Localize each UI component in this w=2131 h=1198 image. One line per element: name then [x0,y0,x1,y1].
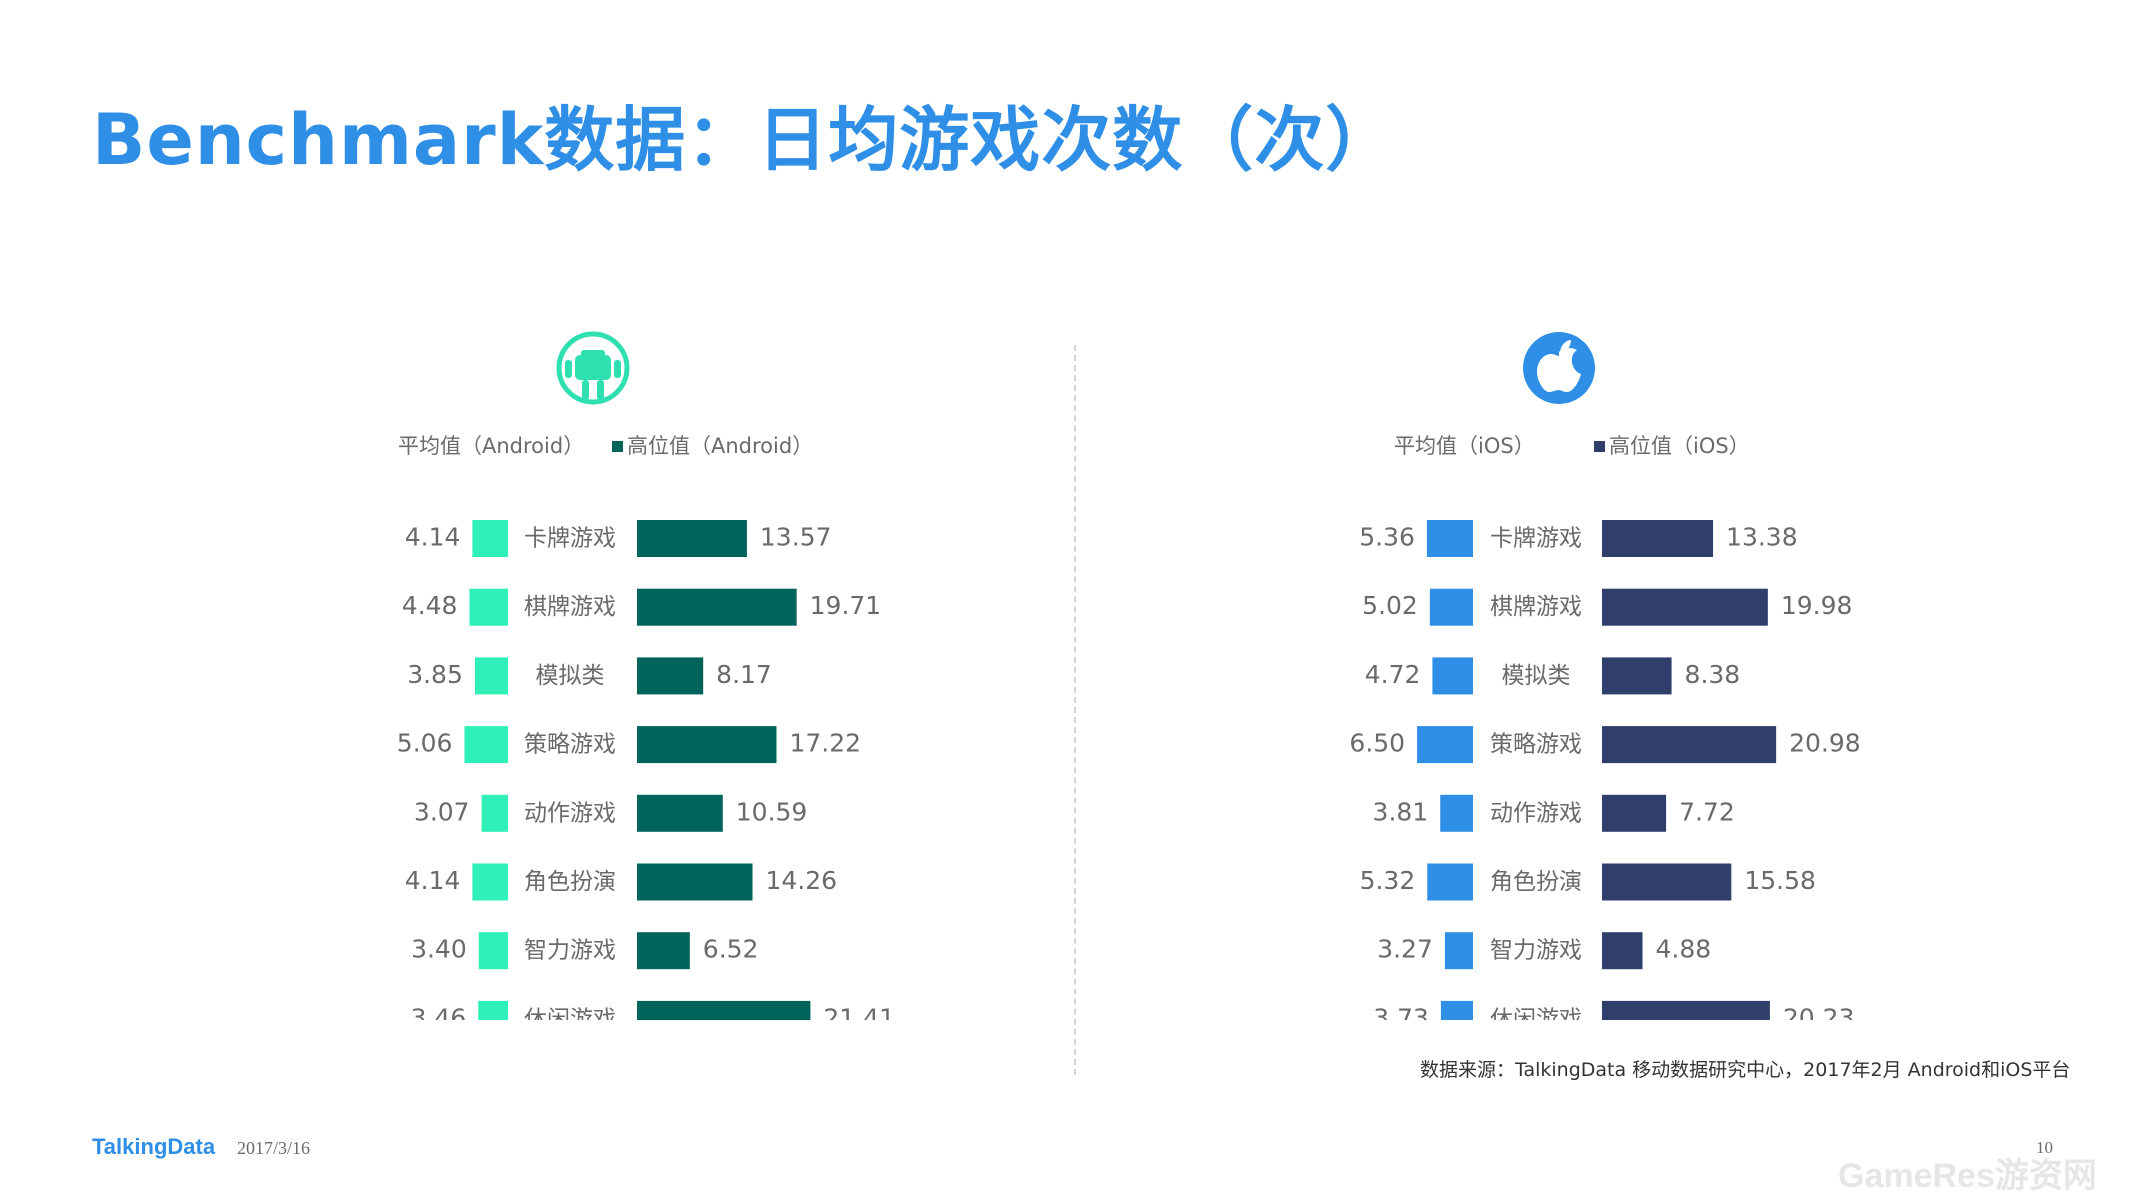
category-label: 休闲游戏 [524,1006,616,1020]
legend-high-ios: 高位值（iOS） [1594,430,1750,460]
average-bar [1444,932,1473,970]
category-label: 休闲游戏 [1490,1006,1582,1020]
high-bar [637,520,747,557]
category-label: 卡牌游戏 [1490,526,1582,552]
high-bar [1602,1000,1770,1020]
category-label: 动作游戏 [1490,800,1582,826]
average-value-label: 3.85 [407,660,463,689]
high-bar [637,588,797,626]
high-bar [637,726,777,764]
high-bar [637,932,690,970]
average-value-label: 3.27 [1377,935,1433,964]
high-bar [637,863,753,901]
average-value-label: 5.02 [1362,591,1418,620]
average-bar [1440,794,1473,832]
high-value-label: 10.59 [736,797,808,826]
high-bar [1602,726,1777,764]
average-value-label: 3.40 [411,935,467,964]
apple-icon [1523,332,1595,404]
average-bar [472,863,508,901]
legend-swatch [1594,441,1605,452]
category-label: 策略游戏 [524,732,616,758]
category-label: 智力游戏 [524,938,616,964]
average-value-label: 3.81 [1373,797,1429,826]
average-value-label: 6.50 [1349,729,1405,758]
high-value-label: 20.98 [1789,729,1861,758]
category-label: 智力游戏 [1490,938,1582,964]
category-label: 策略游戏 [1490,732,1582,758]
average-value-label: 4.72 [1365,660,1421,689]
high-value-label: 13.57 [760,523,832,552]
category-label: 模拟类 [536,663,605,689]
footer-date: 2017/3/16 [237,1138,311,1158]
high-bar [637,657,704,695]
high-bar [1602,932,1643,970]
high-value-label: 8.38 [1685,660,1741,689]
average-bar [464,726,508,764]
talkingdata-logo: TalkingData [92,1134,216,1159]
high-bar [637,794,723,832]
average-bar [481,794,508,832]
high-bar [1602,794,1667,832]
panel-divider [1074,345,1076,1075]
high-value-label: 15.58 [1744,866,1816,895]
average-bar [478,932,508,970]
average-bar [1417,726,1473,764]
legend-high-android: 高位值（Android） [612,430,813,460]
high-value-label: 19.71 [810,591,882,620]
android-panel: 平均值（Android） 高位值（Android） 4.14 卡牌游戏 13.57 4… [0,300,1000,1020]
high-value-label: 17.22 [789,729,861,758]
high-value-label: 21.41 [823,1003,895,1020]
ios-bar-chart: 5.36 卡牌游戏 13.38 5.02 棋牌游戏 19.98 4.72 模拟类 8.38 6.5… [1349,520,1861,1020]
android-icon [556,331,630,405]
high-value-label: 6.52 [703,935,759,964]
category-label: 角色扮演 [524,869,616,895]
average-bar [472,520,508,557]
average-value-label: 4.48 [402,591,458,620]
average-bar [478,1000,508,1020]
watermark: GameRes游资网 [1838,1157,2097,1195]
high-bar [1602,520,1714,557]
category-label: 棋牌游戏 [524,594,616,620]
average-value-label: 4.14 [405,523,461,552]
average-bar [1427,863,1473,901]
category-label: 卡牌游戏 [524,526,616,552]
legend-swatch [612,441,623,452]
high-bar [1602,588,1768,626]
ios-panel: 平均值（iOS） 高位值（iOS） 5.36 卡牌游戏 13.38 5.02 棋牌游戏 1… [966,300,1966,1020]
high-value-label: 4.88 [1656,935,1712,964]
high-value-label: 7.72 [1679,797,1735,826]
data-source-note: 数据来源：TalkingData 移动数据研究中心，2017年2月 Androi… [1420,1059,2071,1081]
android-bar-chart: 4.14 卡牌游戏 13.57 4.48 棋牌游戏 19.71 3.85 模拟类 8.17 5.0… [397,520,895,1020]
high-bar [1602,657,1672,695]
page-title: Benchmark数据：日均游戏次数（次） [92,99,1397,181]
average-bar [1440,1000,1473,1020]
high-value-label: 14.26 [766,866,838,895]
category-label: 动作游戏 [524,800,616,826]
legend-average-ios: 平均值（iOS） [1394,434,1535,458]
average-bar [474,657,508,695]
category-label: 棋牌游戏 [1490,594,1582,620]
high-value-label: 13.38 [1726,523,1798,552]
average-value-label: 3.46 [411,1003,467,1020]
average-value-label: 3.73 [1373,1003,1429,1020]
high-value-label: 20.23 [1783,1003,1855,1020]
high-value-label: 19.98 [1781,591,1853,620]
average-value-label: 4.14 [405,866,461,895]
average-bar [1432,657,1473,695]
average-value-label: 5.06 [397,729,453,758]
average-bar [1426,520,1473,557]
legend-average-android: 平均值（Android） [398,434,585,458]
high-bar [637,1000,811,1020]
high-value-label: 8.17 [716,660,772,689]
category-label: 模拟类 [1502,663,1571,689]
average-bar [1429,588,1473,626]
average-bar [469,588,508,626]
average-value-label: 5.32 [1360,866,1416,895]
average-value-label: 3.07 [414,797,470,826]
category-label: 角色扮演 [1490,869,1582,895]
average-value-label: 5.36 [1359,523,1415,552]
high-bar [1602,863,1732,901]
page-number: 10 [2036,1138,2053,1157]
